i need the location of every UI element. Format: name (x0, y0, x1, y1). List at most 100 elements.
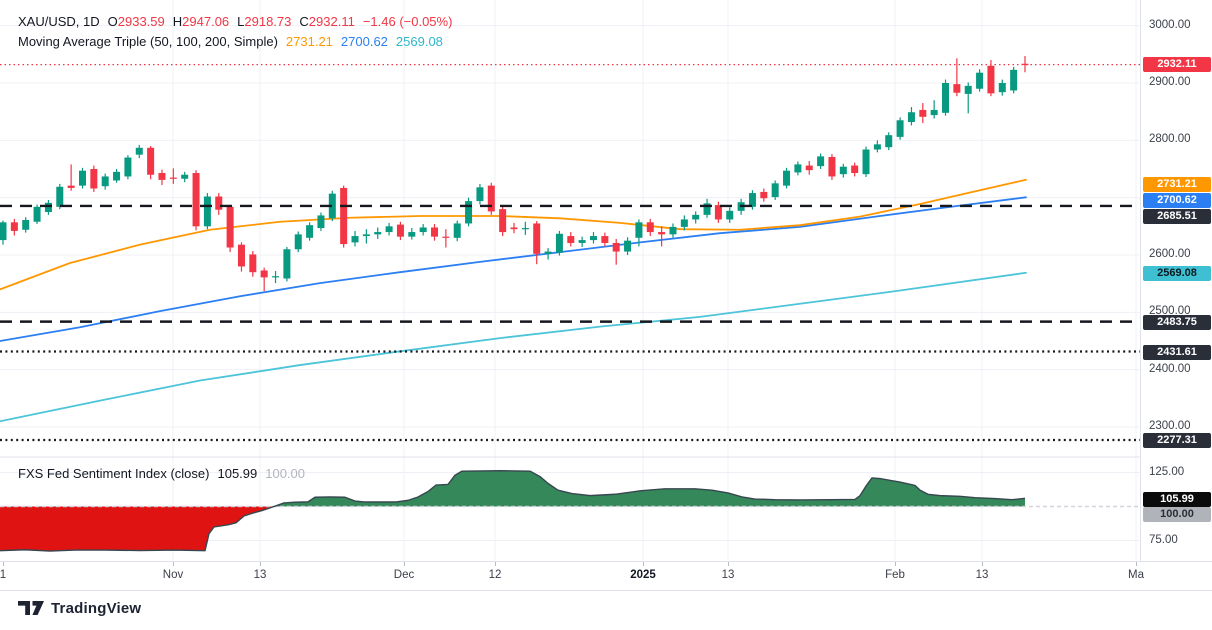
candle-body (703, 203, 711, 215)
candle-body (976, 72, 984, 89)
candle-body (351, 236, 359, 243)
price-badge: 2685.51 (1143, 208, 1211, 224)
candle-body (101, 176, 109, 187)
candle-body (0, 222, 7, 241)
ma-indicator-legend: Moving Average Triple (50, 100, 200, Sim… (18, 34, 443, 49)
candle-body (601, 236, 609, 243)
tradingview-logo[interactable]: TradingView (18, 600, 141, 617)
candle-body (930, 109, 938, 116)
price-badge: 2483.75 (1143, 314, 1211, 330)
time-axis-label: 13 (253, 569, 267, 581)
candle-body (181, 174, 189, 179)
candle-body (124, 157, 132, 177)
time-tick-mark (895, 562, 896, 566)
ma-value: 2569.08 (395, 34, 443, 49)
time-axis-label: Ma (1128, 569, 1144, 581)
price-axis[interactable]: 3000.00 2900.00 2800.00 2600.00 2500.00 2400.… (1140, 0, 1212, 561)
candle-body (998, 83, 1006, 93)
candle-body (760, 191, 768, 199)
candle-body (771, 183, 779, 198)
candle-body (885, 135, 893, 148)
time-tick-mark (728, 562, 729, 566)
candle-body (862, 149, 870, 175)
candle-body (226, 206, 234, 248)
candle-body (22, 220, 30, 230)
time-tick-mark (982, 562, 983, 566)
fed-indicator-value: 105.99 (217, 466, 258, 481)
candle-body (555, 233, 563, 253)
candle-body (306, 225, 314, 238)
candle-body (589, 236, 597, 241)
fed-indicator-baseline: 100.00 (265, 466, 306, 481)
fed-indicator-title[interactable]: FXS Fed Sentiment Index (close) (18, 466, 210, 481)
time-axis-label: 12 (488, 569, 502, 581)
candle-body (714, 205, 722, 220)
candle-body (374, 232, 382, 235)
fed-index-area-positive (273, 470, 1025, 507)
candle-body (465, 201, 473, 224)
candle-body (646, 222, 654, 233)
candle-body (260, 270, 268, 278)
candle-body (408, 232, 416, 237)
candle-body (442, 236, 450, 238)
time-tick-mark (643, 562, 644, 566)
time-tick-mark (260, 562, 261, 566)
candle-body (169, 177, 177, 179)
candle-body (340, 187, 348, 245)
candle-body (44, 202, 52, 212)
price-tick-label: 2400.00 (1149, 362, 1191, 375)
time-axis-label: 13 (721, 569, 735, 581)
candle-body (385, 226, 393, 233)
ohlc-values: O2933.59 H2947.06 L2918.73 C2932.11 (108, 14, 355, 29)
time-axis-label: 2025 (630, 569, 656, 581)
fed-index-area-negative (0, 506, 274, 552)
ohlc-item: O2933.59 (107, 14, 165, 29)
candle-body (10, 222, 18, 231)
candle-body (192, 173, 200, 227)
price-tick-label: 75.00 (1149, 533, 1178, 546)
time-tick-mark (495, 562, 496, 566)
ma-values: 2731.21 2700.62 2569.08 (286, 34, 443, 49)
chart-canvas[interactable] (0, 0, 1140, 561)
fed-index-line (0, 470, 1026, 552)
time-axis-label: 13 (975, 569, 989, 581)
price-badge: 2731.21 (1143, 176, 1211, 192)
candle-body (942, 83, 950, 113)
candle-body (67, 185, 75, 188)
time-axis-label: Feb (885, 569, 905, 581)
candle-body (487, 185, 495, 212)
candle-body (544, 251, 552, 254)
candle-body (90, 168, 98, 189)
candle-body (578, 240, 586, 243)
price-tick-label: 125.00 (1149, 465, 1185, 478)
candle-body (56, 186, 64, 207)
ma-value: 2731.21 (285, 34, 333, 49)
candle-body (203, 196, 211, 227)
candle-body (953, 84, 961, 93)
candle-body (748, 193, 756, 207)
candle-body (113, 171, 121, 181)
candle-body (567, 236, 575, 243)
price-badge: 2700.62 (1143, 192, 1211, 208)
candle-body (783, 170, 791, 186)
candle-body (635, 222, 643, 238)
candle-body (499, 209, 507, 233)
candle-body (873, 144, 881, 150)
time-axis[interactable]: 1 Nov 13 Dec 12 2025 13 Feb 13 Ma (0, 561, 1212, 591)
time-tick-mark (173, 562, 174, 566)
ma-indicator-title[interactable]: Moving Average Triple (50, 100, 200, Sim… (18, 34, 278, 49)
candle-body (476, 187, 484, 202)
candle-body (33, 206, 41, 222)
candle-body (431, 227, 439, 237)
candle-body (249, 254, 257, 273)
price-badge: 2569.08 (1143, 265, 1211, 281)
price-tick-label: 3000.00 (1149, 18, 1191, 31)
time-axis-label: 1 (0, 569, 7, 581)
candle-body (237, 244, 245, 267)
candle-body (419, 227, 427, 233)
candle-body (964, 85, 972, 94)
ohlc-item: H2947.06 (172, 14, 230, 29)
symbol-title[interactable]: XAU/USD, 1D (18, 14, 100, 29)
candle-body (851, 165, 859, 174)
candle-body (987, 65, 995, 94)
